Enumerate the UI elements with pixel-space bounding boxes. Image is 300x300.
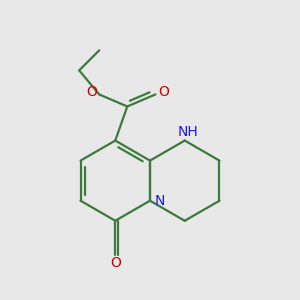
Text: NH: NH — [178, 125, 198, 139]
Text: N: N — [155, 194, 165, 208]
Text: O: O — [158, 85, 169, 99]
Text: O: O — [110, 256, 121, 270]
Text: O: O — [86, 85, 97, 99]
